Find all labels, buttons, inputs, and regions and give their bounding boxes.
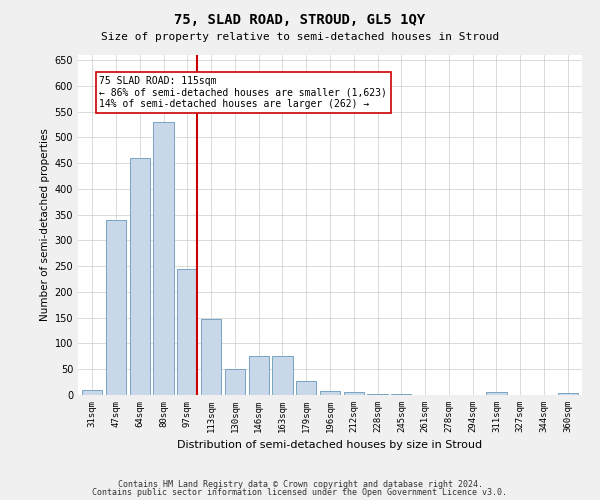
Bar <box>177 269 197 395</box>
X-axis label: Distribution of semi-detached houses by size in Stroud: Distribution of semi-detached houses by … <box>178 440 482 450</box>
Bar <box>296 380 316 395</box>
Bar <box>320 391 340 395</box>
Bar <box>487 392 506 395</box>
Bar <box>344 392 364 395</box>
Bar <box>557 394 578 395</box>
Bar <box>82 390 103 395</box>
Bar <box>154 122 173 395</box>
Bar <box>367 394 388 395</box>
Text: 75, SLAD ROAD, STROUD, GL5 1QY: 75, SLAD ROAD, STROUD, GL5 1QY <box>175 12 425 26</box>
Text: Size of property relative to semi-detached houses in Stroud: Size of property relative to semi-detach… <box>101 32 499 42</box>
Text: Contains HM Land Registry data © Crown copyright and database right 2024.: Contains HM Land Registry data © Crown c… <box>118 480 482 489</box>
Bar <box>272 356 293 395</box>
Text: 75 SLAD ROAD: 115sqm
← 86% of semi-detached houses are smaller (1,623)
14% of se: 75 SLAD ROAD: 115sqm ← 86% of semi-detac… <box>100 76 387 109</box>
Bar <box>225 369 245 395</box>
Bar <box>130 158 150 395</box>
Bar <box>106 220 126 395</box>
Bar <box>391 394 412 395</box>
Text: Contains public sector information licensed under the Open Government Licence v3: Contains public sector information licen… <box>92 488 508 497</box>
Y-axis label: Number of semi-detached properties: Number of semi-detached properties <box>40 128 50 322</box>
Bar <box>201 319 221 395</box>
Bar <box>248 356 269 395</box>
